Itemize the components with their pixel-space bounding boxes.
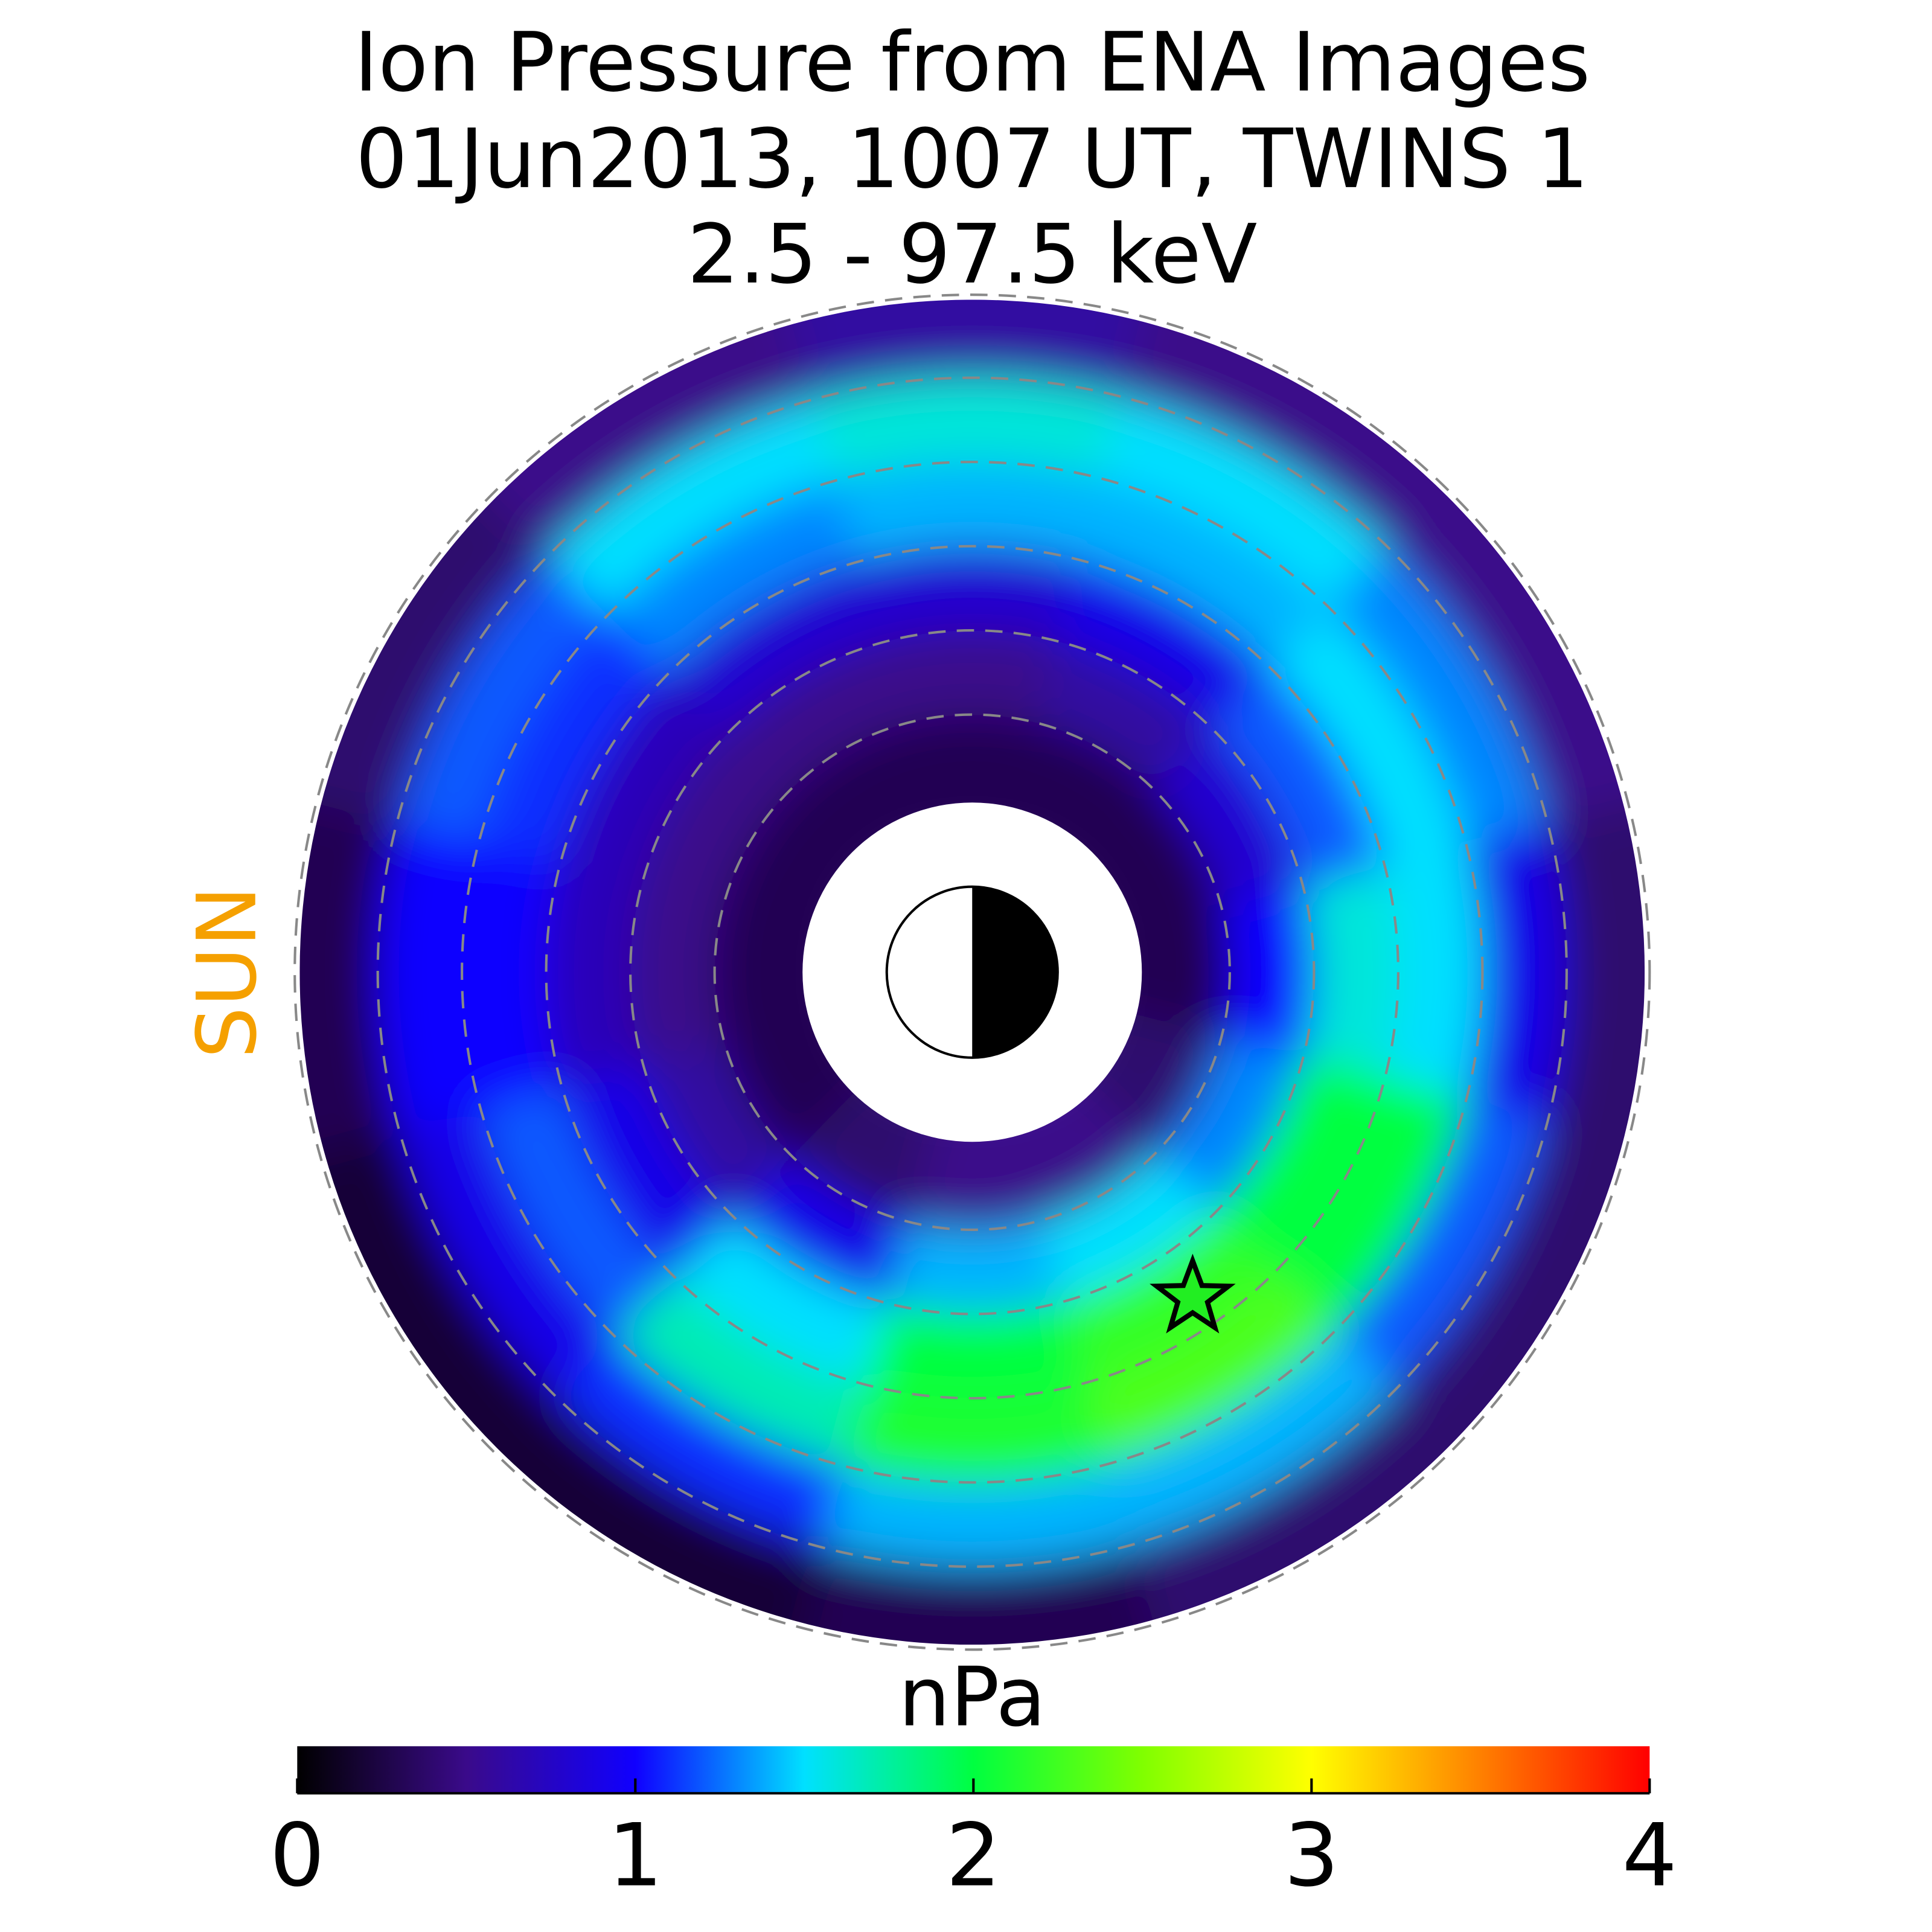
pressure-cell [639, 727, 792, 908]
pressure-cell [834, 461, 1110, 562]
pressure-cell [1152, 1036, 1305, 1218]
pressure-cell [546, 1329, 845, 1549]
pressure-cell [772, 299, 1172, 400]
pressure-cell [1544, 772, 1645, 1172]
colorbar-tick-label: 3 [1284, 1805, 1339, 1906]
pressure-cell [558, 1057, 733, 1278]
pressure-cell [1036, 1152, 1218, 1305]
pressure-cell [1270, 607, 1468, 866]
title-line: 2.5 - 97.5 keV [687, 206, 1257, 302]
pressure-cell [546, 395, 845, 615]
pressure-cell [857, 545, 1087, 643]
pressure-cell [727, 1152, 908, 1305]
pressure-cell [1036, 639, 1218, 792]
pressure-cell [1463, 812, 1568, 1133]
pressure-cell [639, 1036, 792, 1218]
pressure-cell [629, 880, 724, 1064]
pressure-cell [812, 376, 1133, 481]
colorbar-tick-label: 2 [946, 1805, 1001, 1906]
title-line: 01Jun2013, 1007 UT, TWINS 1 [356, 111, 1589, 206]
pressure-cell [834, 1382, 1110, 1484]
pressure-cell [395, 546, 615, 845]
pressure-cell [461, 834, 562, 1110]
pressure-cell [376, 812, 481, 1133]
pressure-cell [476, 1078, 674, 1338]
pressure-cell [1211, 1057, 1386, 1278]
pressure-cell [1152, 727, 1305, 908]
title-line: Ion Pressure from ENA Images [354, 14, 1590, 110]
pressure-cell [1057, 1211, 1278, 1386]
pressure-cell [1078, 476, 1338, 674]
l-shell-circle [713, 713, 1231, 1231]
pressure-cell [395, 1099, 615, 1398]
colorbar-tick-label: 1 [608, 1805, 663, 1906]
l-shells [293, 293, 1651, 1651]
pressure-cell [1057, 558, 1278, 733]
pressure-cell [607, 476, 866, 674]
pressure-cell [607, 1270, 866, 1468]
earth-night [972, 886, 1058, 1058]
pressure-cell [1270, 1078, 1468, 1338]
earth [885, 885, 1059, 1059]
pressure-cell [1329, 546, 1549, 845]
pressure-cell [772, 1544, 1172, 1645]
pressure-cell [667, 558, 888, 733]
pressure-cell [1078, 1270, 1338, 1468]
colorbar-label: nPa [898, 1649, 1046, 1745]
l-shell-circle [629, 629, 1316, 1316]
pressure-cell [1329, 1099, 1549, 1398]
pressure-cell [1211, 667, 1386, 888]
star-marker [1150, 1253, 1236, 1334]
pressure-cell [1382, 834, 1484, 1110]
colorbar-tick-label: 0 [270, 1805, 325, 1906]
pressure-cell [667, 1211, 888, 1386]
pressure-cell [1099, 395, 1398, 615]
pressure-cell [812, 1463, 1133, 1568]
pressure-cell [1301, 857, 1399, 1087]
colorbar-tick-label: 4 [1622, 1805, 1677, 1906]
pressure-cell [545, 857, 643, 1087]
pressure-cell [1099, 1329, 1398, 1549]
sun-label: SUN [179, 886, 275, 1058]
pressure-cell [1220, 880, 1316, 1064]
l-shell-circle [545, 545, 1399, 1399]
pressure-cell [476, 607, 674, 866]
pressure-cell [857, 1301, 1087, 1399]
l-shell-circle [376, 376, 1568, 1568]
colorbar-axis: 0 1 2 3 4 [270, 1778, 1677, 1906]
l-shell-circle [293, 293, 1651, 1651]
pressure-cell [299, 772, 400, 1172]
pressure-cell [727, 639, 908, 792]
pressure-cell [880, 629, 1064, 724]
l-shell-circle [461, 461, 1484, 1484]
pressure-cell [558, 667, 733, 888]
pressure-cell [880, 1220, 1064, 1316]
